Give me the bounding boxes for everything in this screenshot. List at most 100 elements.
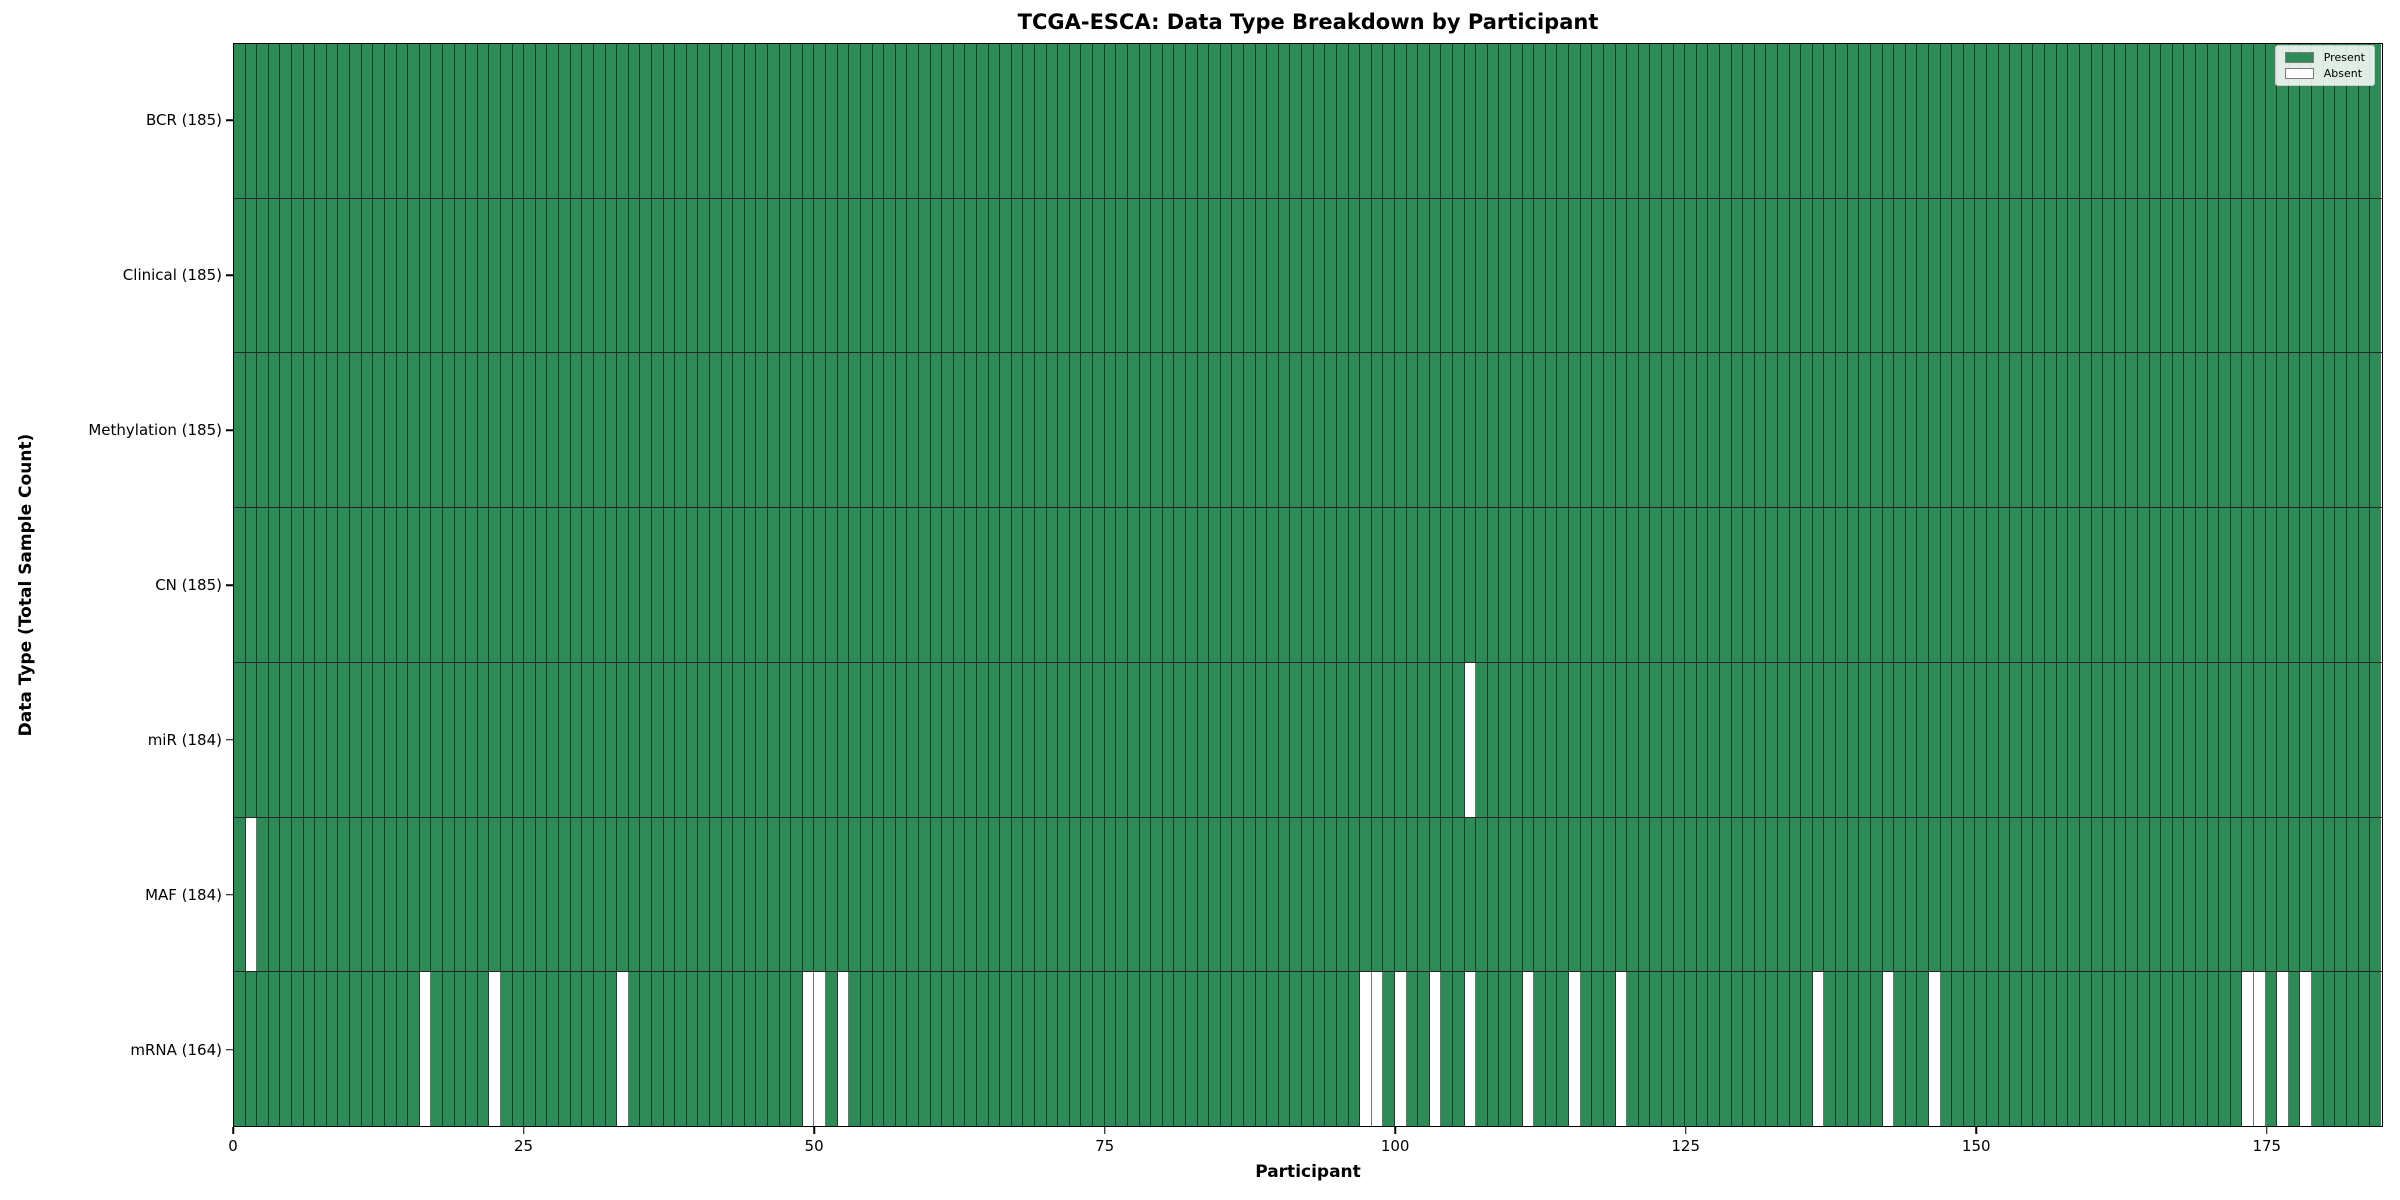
matrix-cell-present — [907, 662, 919, 817]
matrix-cell-present — [1336, 508, 1349, 662]
matrix-cell-present — [756, 662, 769, 817]
matrix-cell-present — [860, 508, 873, 662]
legend-entry-absent: Absent — [2284, 68, 2365, 79]
matrix-cell-present — [234, 353, 246, 508]
matrix-cell-present — [2056, 198, 2069, 353]
matrix-cell-present — [768, 817, 780, 972]
matrix-cell-present — [593, 662, 606, 817]
matrix-cell-present — [1743, 508, 1755, 662]
matrix-cell-present — [1197, 508, 1210, 662]
matrix-cell-present — [1870, 198, 1883, 353]
matrix-cell-present — [1023, 972, 1036, 1127]
matrix-cell-present — [1185, 508, 1198, 662]
matrix-cell-present — [350, 817, 362, 972]
matrix-cell-present — [814, 662, 827, 817]
matrix-cell-present — [466, 662, 478, 817]
matrix-cell-present — [547, 972, 560, 1127]
matrix-cell-present — [2254, 817, 2266, 972]
matrix-cell-present — [338, 662, 351, 817]
matrix-cell-present — [779, 353, 792, 508]
matrix-cell-present — [2010, 972, 2022, 1127]
matrix-cell-present — [2346, 662, 2359, 817]
matrix-cell-present — [1661, 817, 1674, 972]
matrix-cell-present — [1464, 198, 1477, 353]
matrix-cell-present — [2230, 972, 2243, 1127]
matrix-cell-present — [802, 662, 815, 817]
matrix-cell-present — [942, 972, 954, 1127]
matrix-cell-present — [547, 662, 560, 817]
matrix-cell-present — [965, 198, 977, 353]
matrix-cell-present — [1278, 972, 1291, 1127]
matrix-cell-present — [2300, 198, 2313, 353]
matrix-cell-present — [2172, 44, 2185, 198]
matrix-cell-present — [1917, 662, 1929, 817]
matrix-cell-present — [234, 198, 246, 353]
matrix-cell-present — [1336, 44, 1349, 198]
matrix-cell-present — [396, 353, 409, 508]
y-tick-mark — [226, 893, 233, 896]
matrix-cell-present — [1418, 817, 1430, 972]
matrix-cell-present — [1998, 198, 2011, 353]
matrix-cell-present — [1731, 508, 1744, 662]
matrix-cell-present — [1882, 198, 1895, 353]
matrix-cell-present — [791, 508, 803, 662]
matrix-cell-present — [2323, 353, 2336, 508]
matrix-cell-present — [2358, 44, 2371, 198]
matrix-cell-present — [1870, 44, 1883, 198]
x-tick-label-150: 150 — [1961, 1137, 1991, 1155]
matrix-cell-present — [1371, 353, 1384, 508]
matrix-cell-present — [617, 353, 629, 508]
matrix-cell-present — [744, 198, 757, 353]
matrix-cell-present — [2242, 662, 2255, 817]
matrix-cell-present — [442, 353, 455, 508]
matrix-cell-present — [1557, 662, 1570, 817]
matrix-cell-present — [698, 198, 710, 353]
matrix-cell-present — [1058, 508, 1070, 662]
matrix-cell-present — [1940, 817, 1953, 972]
matrix-cell-present — [918, 662, 931, 817]
matrix-cell-present — [2091, 972, 2104, 1127]
matrix-cell-present — [907, 508, 919, 662]
matrix-cell-present — [2079, 508, 2092, 662]
matrix-cell-present — [640, 353, 652, 508]
matrix-cell-present — [442, 972, 455, 1127]
matrix-cell-present — [2265, 44, 2278, 198]
matrix-cell-present — [1534, 508, 1546, 662]
matrix-cell-present — [234, 817, 246, 972]
matrix-cell-present — [1023, 353, 1036, 508]
matrix-cell-present — [1255, 44, 1268, 198]
matrix-cell-present — [2079, 817, 2092, 972]
matrix-cell-present — [2207, 662, 2220, 817]
matrix-cell-present — [930, 198, 943, 353]
matrix-cell-present — [559, 508, 571, 662]
matrix-cell-present — [1290, 972, 1303, 1127]
matrix-cell-present — [489, 817, 502, 972]
matrix-row-clinical — [234, 198, 2382, 354]
matrix-cell-present — [2126, 972, 2138, 1127]
matrix-cell-present — [489, 353, 502, 508]
matrix-cell-present — [721, 508, 734, 662]
matrix-cell-present — [2103, 662, 2115, 817]
matrix-cell-present — [930, 508, 943, 662]
matrix-cell-present — [2242, 353, 2255, 508]
matrix-cell-present — [1336, 817, 1349, 972]
matrix-cell-present — [1360, 508, 1372, 662]
x-tick-label-125: 125 — [1671, 1137, 1701, 1155]
matrix-cell-present — [1209, 44, 1221, 198]
matrix-cell-present — [559, 353, 571, 508]
matrix-cell-present — [361, 353, 374, 508]
matrix-cell-present — [2137, 44, 2150, 198]
matrix-cell-present — [733, 662, 745, 817]
matrix-cell-present — [907, 353, 919, 508]
matrix-cell-present — [292, 662, 304, 817]
matrix-cell-present — [872, 972, 885, 1127]
matrix-cell-present — [1174, 508, 1186, 662]
matrix-cell-present — [1139, 662, 1152, 817]
matrix-cell-absent — [837, 972, 850, 1127]
x-tick-mark — [522, 1127, 525, 1134]
matrix-cell-present — [1824, 817, 1837, 972]
matrix-cell-present — [779, 508, 792, 662]
matrix-cell-present — [1197, 817, 1210, 972]
matrix-cell-present — [721, 662, 734, 817]
matrix-cell-present — [1928, 508, 1941, 662]
